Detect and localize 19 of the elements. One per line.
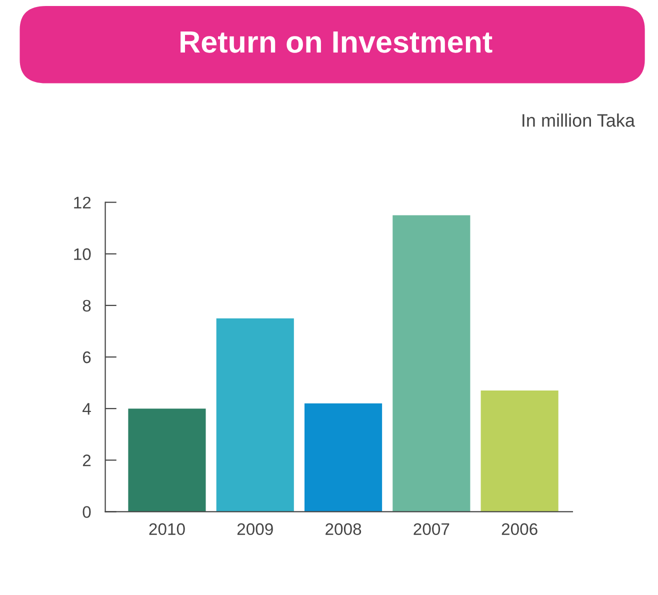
y-tick-label: 0 xyxy=(82,506,91,518)
y-tick-label: 12 xyxy=(74,196,91,208)
chart-subtitle: In million Taka xyxy=(522,114,635,127)
bar xyxy=(128,408,206,512)
y-tick-label: 4 xyxy=(82,403,91,415)
bar xyxy=(392,215,470,512)
y-tick-label: 6 xyxy=(82,351,91,364)
x-tick-label: 2009 xyxy=(237,523,273,536)
y-tick-label: 8 xyxy=(82,300,91,312)
y-tick-label: 10 xyxy=(74,248,91,260)
x-tick-label: 2006 xyxy=(502,523,538,536)
bar xyxy=(304,403,382,512)
x-tick-label: 2010 xyxy=(149,523,185,536)
chart-title: Return on Investment xyxy=(180,32,492,53)
bar xyxy=(480,390,558,512)
x-tick-label: 2007 xyxy=(414,523,450,536)
x-tick-label: 2008 xyxy=(326,523,362,536)
bar xyxy=(216,318,294,512)
y-tick-label: 2 xyxy=(82,454,91,466)
